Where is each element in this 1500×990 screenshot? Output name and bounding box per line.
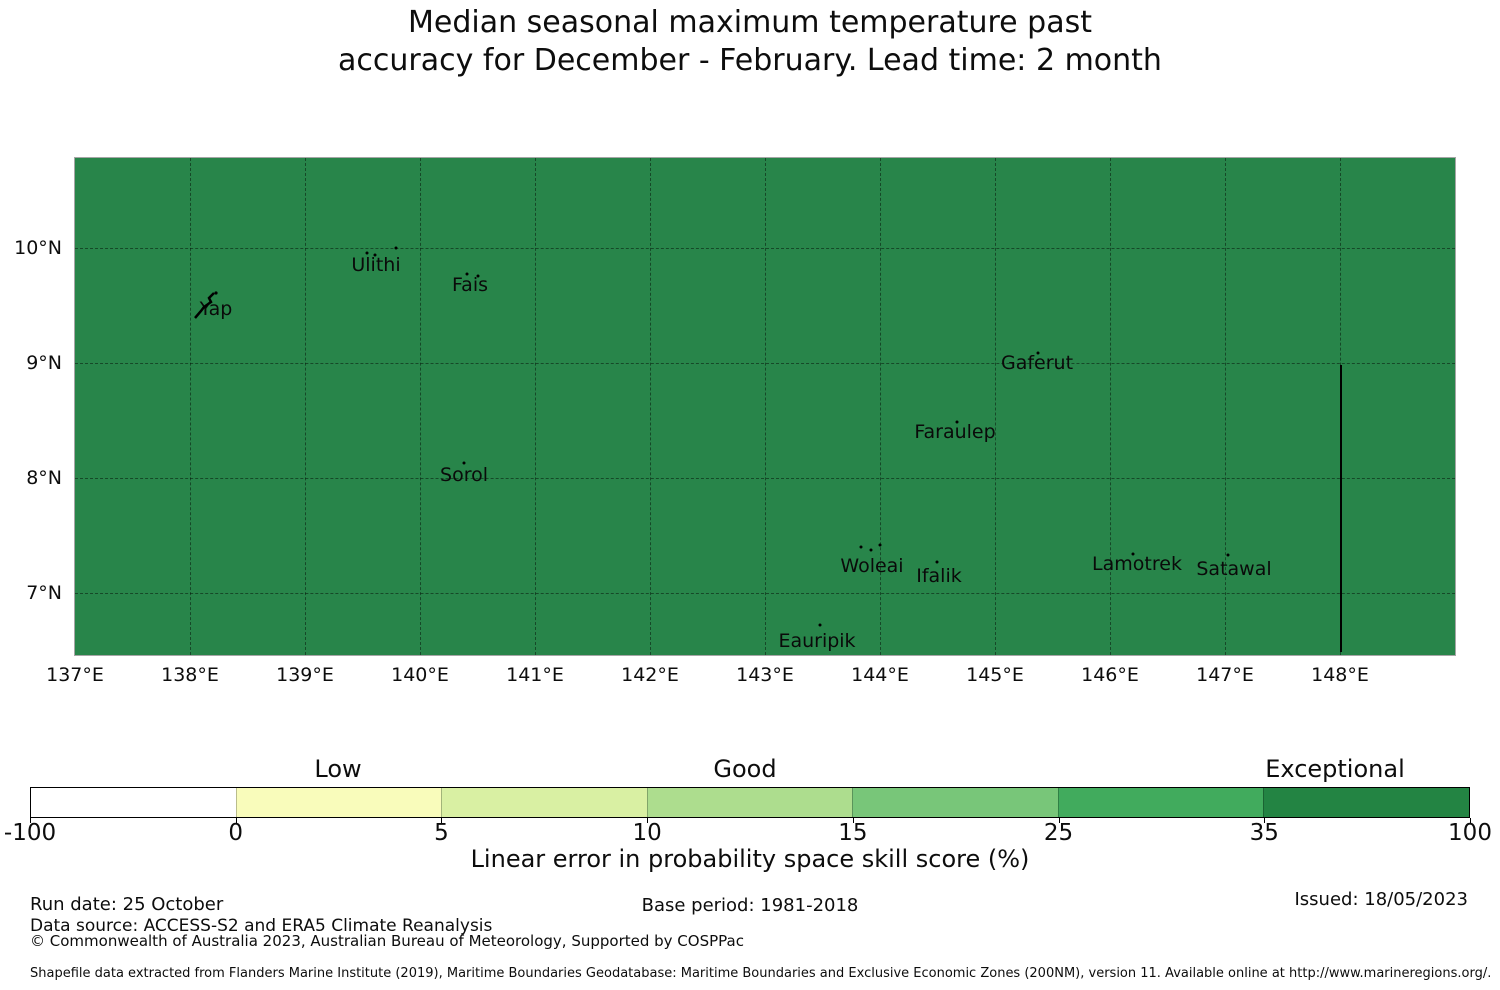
colorbar-tick: [852, 818, 854, 823]
island-dot-fais: [465, 272, 469, 276]
colorbar-segment-15-to-25: [852, 788, 1058, 817]
island-label-ulithi: Ulithi: [351, 254, 401, 276]
copyright-text: © Commonwealth of Australia 2023, Austra…: [30, 932, 744, 950]
x-tick-label: 145°E: [966, 664, 1024, 686]
colorbar-segment--100-to-0: [31, 788, 236, 817]
island-dot-ifalik: [935, 560, 939, 564]
colorbar-tick-label: 35: [1249, 820, 1279, 846]
island-dot-woleai: [859, 545, 863, 549]
colorbar-tick-label: -100: [3, 820, 57, 846]
island-label-sorol: Sorol: [440, 464, 488, 486]
x-tick-label: 142°E: [621, 664, 679, 686]
island-dot-eauripik: [818, 623, 822, 627]
y-tick-label: 9°N: [26, 352, 62, 374]
shapefile-note-text: Shapefile data extracted from Flanders M…: [30, 966, 1492, 981]
colorbar-tick-label: 15: [838, 820, 868, 846]
colorbar-tick: [1264, 818, 1266, 823]
x-tick-label: 143°E: [736, 664, 794, 686]
colorbar-tick: [441, 818, 443, 823]
island-label-lamotrek: Lamotrek: [1092, 553, 1182, 575]
gridline-meridian: [765, 158, 766, 655]
gridline-meridian: [880, 158, 881, 655]
x-tick-label: 137°E: [46, 664, 104, 686]
base-period-text: Base period: 1981-2018: [641, 895, 859, 916]
x-tick-label: 140°E: [391, 664, 449, 686]
gridline-meridian: [1225, 158, 1226, 655]
island-dot-ulithi: [394, 246, 398, 250]
gridline-parallel: [75, 593, 1455, 594]
colorbar-tick-label: 100: [1448, 820, 1492, 846]
x-tick-label: 147°E: [1196, 664, 1254, 686]
colorbar-segment-10-to-15: [646, 788, 853, 817]
y-tick-label: 7°N: [26, 582, 62, 604]
colorbar: [30, 787, 1470, 818]
colorbar-tick: [30, 818, 31, 823]
island-label-satawal: Satawal: [1196, 558, 1272, 580]
island-dot-faraulep: [955, 420, 959, 424]
issued-date-text: Issued: 18/05/2023: [1294, 889, 1468, 910]
eez-boundary-line: [1340, 365, 1342, 652]
data-source-text: Data source: ACCESS-S2 and ERA5 Climate …: [30, 916, 493, 936]
island-label-faraulep: Faraulep: [914, 421, 996, 443]
island-dot-ulithi: [365, 251, 369, 255]
island-label-fais: Fais: [451, 274, 489, 296]
x-tick-label: 138°E: [161, 664, 219, 686]
island-dot-sorol: [462, 461, 466, 465]
x-tick-label: 141°E: [506, 664, 564, 686]
x-tick-label: 148°E: [1311, 664, 1369, 686]
x-tick-label: 146°E: [1081, 664, 1139, 686]
colorbar-tick: [647, 818, 649, 823]
colorbar-tick-label: 25: [1043, 820, 1074, 846]
gridline-meridian: [995, 158, 996, 655]
island-dot-woleai: [869, 548, 873, 552]
island-label-eauripik: Eauripik: [778, 630, 856, 652]
colorbar-tick-label: 10: [632, 820, 662, 846]
island-label-woleai: Woleai: [840, 555, 904, 577]
island-dot-gaferut: [1036, 351, 1040, 355]
figure-title-line1: Median seasonal maximum temperature past: [408, 5, 1092, 40]
gridline-parallel: [75, 248, 1455, 249]
gridline-meridian: [650, 158, 651, 655]
gridline-meridian: [420, 158, 421, 655]
y-tick-label: 8°N: [26, 467, 62, 489]
colorbar-tick: [1058, 818, 1060, 823]
gridline-meridian: [1110, 158, 1111, 655]
figure-title-line2: accuracy for December - February. Lead t…: [338, 43, 1162, 78]
island-label-ifalik: Ifalik: [916, 565, 962, 587]
gridline-meridian: [190, 158, 191, 655]
colorbar-tick: [1470, 818, 1471, 823]
colorbar-category-exceptional: Exceptional: [1265, 755, 1405, 783]
island-dot-woleai: [878, 543, 882, 547]
island-label-gaferut: Gaferut: [1000, 352, 1074, 374]
colorbar-axis-label: Linear error in probability space skill …: [470, 845, 1030, 873]
colorbar-segment-5-to-10: [441, 788, 647, 817]
colorbar-tick-label: 0: [228, 820, 244, 846]
y-tick-label: 10°N: [14, 237, 62, 259]
figure-title: Median seasonal maximum temperature past…: [0, 4, 1500, 80]
island-dot-ulithi: [373, 253, 377, 257]
run-date-text: Run date: 25 October: [30, 894, 224, 915]
x-tick-label: 139°E: [276, 664, 334, 686]
island-dot-fais: [476, 274, 480, 278]
island-dot-satawal: [1226, 553, 1230, 557]
colorbar-category-good: Good: [713, 755, 777, 783]
gridline-meridian: [305, 158, 306, 655]
colorbar-tick-label: 5: [434, 820, 449, 846]
x-tick-label: 144°E: [851, 664, 909, 686]
yap-island-svg: [194, 291, 218, 319]
colorbar-segment-35-to-100: [1263, 788, 1470, 817]
yap-island-shape: [191, 290, 219, 326]
gridline-meridian: [535, 158, 536, 655]
island-dot-lamotrek: [1131, 552, 1135, 556]
colorbar-segment-0-to-5: [235, 788, 442, 817]
gridline-parallel: [75, 478, 1455, 479]
colorbar-tick: [235, 818, 237, 823]
colorbar-segment-25-to-35: [1057, 788, 1264, 817]
map-panel: Yap Ulithi Fais Sorol Gaferut Faraulep Woleai I…: [74, 157, 1456, 656]
colorbar-category-low: Low: [314, 755, 362, 783]
gridline-parallel: [75, 363, 1455, 364]
